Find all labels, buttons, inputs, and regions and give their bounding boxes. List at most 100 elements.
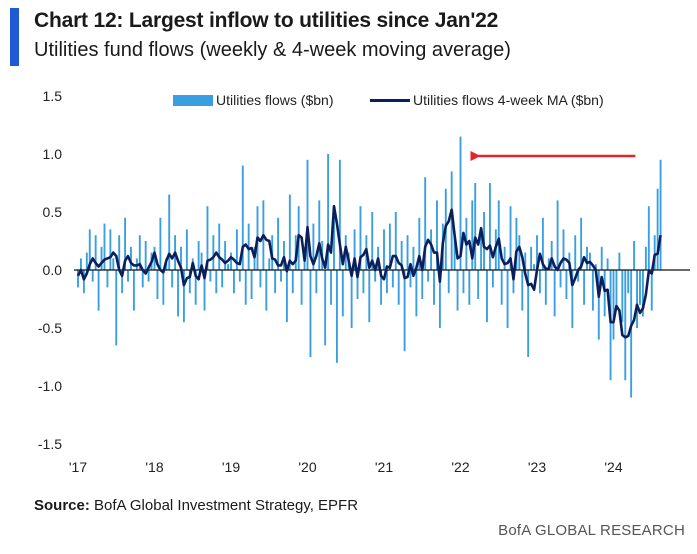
weekly-flow-bar: [109, 229, 112, 270]
weekly-flow-bar: [647, 206, 650, 270]
weekly-flow-bar: [97, 270, 100, 311]
weekly-flow-bar: [259, 270, 262, 288]
y-tick-label: -1.5: [38, 436, 62, 452]
weekly-flow-bar: [506, 270, 509, 328]
weekly-flow-bar: [453, 235, 456, 270]
weekly-flow-bar: [312, 223, 315, 270]
weekly-flow-bar: [118, 235, 121, 270]
weekly-flow-bar: [333, 212, 335, 270]
weekly-flow-bar: [350, 270, 353, 328]
weekly-flow-bar: [233, 270, 235, 294]
y-tick-label: -0.5: [38, 320, 62, 336]
weekly-flow-bar: [412, 246, 415, 270]
x-tick-label: '17: [69, 459, 87, 475]
weekly-flow-bar: [556, 200, 559, 270]
weekly-flow-bar: [418, 217, 421, 270]
weekly-flow-bar: [559, 270, 562, 288]
weekly-flow-bar: [515, 217, 518, 270]
weekly-flow-bar: [82, 270, 85, 294]
x-tick-label: '21: [375, 459, 393, 475]
weekly-flow-bar: [77, 270, 79, 288]
title-accent-bar: [10, 8, 19, 66]
weekly-flow-bar: [85, 252, 88, 270]
weekly-flow-bar: [639, 270, 641, 305]
weekly-flow-bar: [106, 270, 109, 288]
legend-ma-label: Utilities flows 4-week MA ($bn): [413, 92, 604, 108]
weekly-flow-bar: [91, 270, 94, 282]
weekly-flow-bar: [400, 241, 403, 270]
brand-footer: BofA GLOBAL RESEARCH: [498, 522, 685, 539]
weekly-flow-bar: [409, 270, 412, 288]
y-axis: 1.5 1.0 0.5 0.0 -0.5 -1.0 -1.5: [38, 88, 62, 452]
weekly-flow-bar: [309, 270, 312, 357]
weekly-flow-bar: [438, 270, 441, 328]
weekly-flow-bar: [300, 270, 303, 305]
weekly-flow-bar: [182, 270, 185, 323]
weekly-flow-bar: [291, 270, 294, 294]
weekly-flow-bar: [477, 270, 480, 299]
weekly-flow-bar: [630, 270, 633, 398]
weekly-flow-bar: [606, 258, 609, 270]
chart-subtitle: Utilities fund flows (weekly & 4-week mo…: [34, 39, 511, 61]
weekly-flow-bar: [103, 223, 106, 270]
weekly-flow-bar: [203, 270, 206, 311]
weekly-flow-bar: [80, 258, 82, 270]
weekly-flow-bar: [238, 270, 241, 282]
weekly-flow-bar: [394, 212, 397, 270]
weekly-flow-bar: [324, 270, 327, 346]
weekly-flow-bar: [462, 270, 465, 294]
weekly-flow-bar: [624, 270, 627, 381]
weekly-flow-bar: [335, 270, 338, 363]
weekly-flow-bar: [615, 270, 618, 305]
weekly-flow-bar: [603, 270, 606, 317]
weekly-flow-bar: [491, 270, 494, 288]
weekly-flow-bar: [621, 270, 624, 323]
weekly-flow-bar: [212, 235, 215, 270]
weekly-flow-bar: [430, 229, 433, 270]
weekly-flow-bar: [144, 241, 147, 270]
weekly-flow-bar: [177, 270, 179, 317]
weekly-flow-bar: [518, 235, 521, 270]
weekly-flow-bar: [121, 270, 124, 294]
weekly-flow-bar: [209, 270, 212, 282]
weekly-flow-bar: [353, 229, 356, 270]
weekly-flow-bar: [386, 270, 388, 294]
weekly-flow-bar: [565, 270, 568, 299]
weekly-flow-bar: [612, 270, 615, 340]
weekly-flow-bar: [656, 188, 659, 270]
weekly-flow-bar: [235, 229, 238, 270]
weekly-flow-bar: [427, 270, 430, 282]
weekly-flow-bar: [527, 270, 530, 357]
weekly-flow-bar: [500, 270, 503, 305]
x-tick-label: '22: [451, 459, 469, 475]
x-tick-label: '24: [604, 459, 622, 475]
weekly-flow-bar: [539, 270, 541, 294]
weekly-flow-bar: [591, 270, 594, 311]
weekly-flow-bar: [512, 270, 515, 294]
weekly-flow-bar: [227, 264, 229, 270]
x-axis: '17 '18 '19 '20 '21 '22 '23 '24: [69, 459, 623, 475]
weekly-flow-bar: [132, 270, 135, 311]
weekly-flow-bar: [241, 165, 244, 270]
weekly-flow-bar: [194, 270, 197, 305]
weekly-flow-bar: [474, 183, 477, 270]
weekly-flow-bar: [383, 229, 385, 270]
y-tick-label: 1.0: [43, 146, 63, 162]
weekly-flow-bar: [571, 270, 574, 328]
x-tick-label: '23: [528, 459, 546, 475]
legend: Utilities flows ($bn) Utilities flows 4-…: [173, 92, 604, 108]
weekly-flow-bar: [468, 270, 471, 305]
weekly-flow-bar: [224, 241, 227, 270]
weekly-flow-bar: [330, 270, 332, 305]
weekly-flow-bar: [530, 246, 533, 270]
weekly-flow-bar: [115, 270, 118, 346]
weekly-flow-bar: [653, 235, 656, 270]
source-note: Source: BofA Global Investment Strategy,…: [34, 497, 358, 514]
legend-weekly-label: Utilities flows ($bn): [216, 92, 333, 108]
y-tick-label: 1.5: [43, 88, 63, 104]
weekly-flow-bar: [541, 217, 544, 270]
weekly-flow-bar: [206, 206, 209, 270]
weekly-flow-bar: [221, 270, 224, 288]
weekly-flow-bar: [327, 154, 330, 270]
weekly-flow-bar: [94, 235, 97, 270]
